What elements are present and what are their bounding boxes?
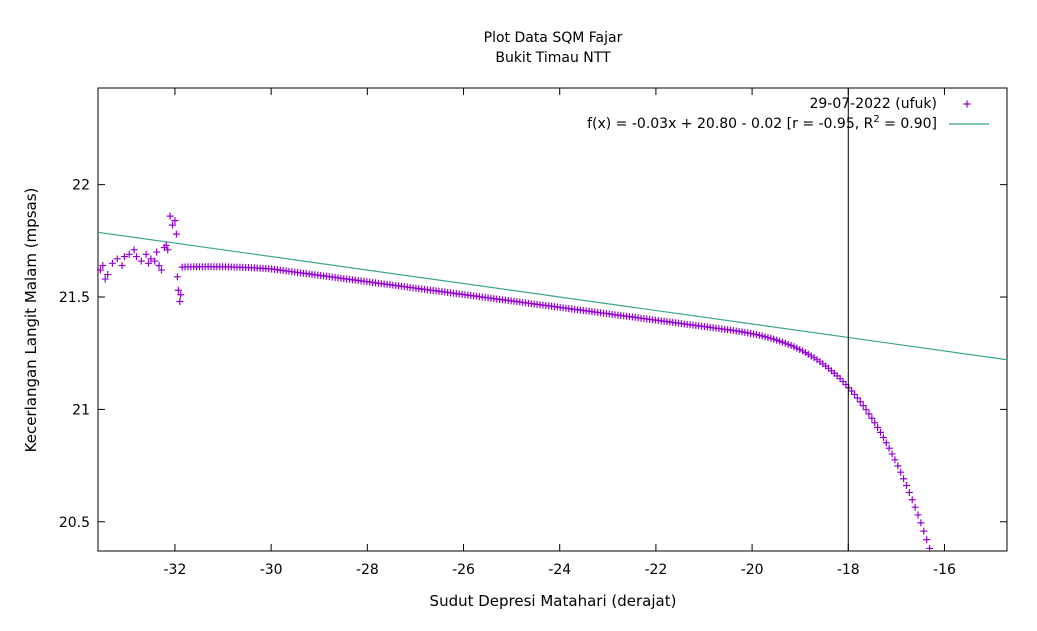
data-point bbox=[911, 503, 919, 511]
data-point bbox=[151, 257, 159, 265]
legend: 29-07-2022 (ufuk) f(x) = -0.03x + 20.80 … bbox=[587, 96, 989, 132]
data-point bbox=[868, 414, 876, 422]
data-point bbox=[120, 253, 128, 261]
chart-subtitle: Bukit Timau NTT bbox=[495, 50, 611, 66]
data-point bbox=[914, 511, 922, 519]
data-point bbox=[177, 291, 185, 299]
x-tick-label: -20 bbox=[741, 562, 764, 578]
data-point bbox=[166, 212, 174, 220]
data-point bbox=[174, 286, 182, 294]
data-point bbox=[157, 266, 165, 274]
legend-label-scatter: 29-07-2022 (ufuk) bbox=[809, 96, 937, 112]
data-point bbox=[99, 262, 107, 270]
data-point bbox=[169, 221, 177, 229]
data-point bbox=[905, 488, 913, 496]
y-axis-ticks: 20.5 21 21.5 22 bbox=[59, 178, 1007, 531]
data-point bbox=[908, 496, 916, 504]
y-tick-label: 20.5 bbox=[59, 515, 90, 531]
data-point bbox=[171, 217, 179, 225]
data-point bbox=[888, 450, 896, 458]
data-point bbox=[851, 390, 859, 398]
data-point bbox=[900, 475, 908, 483]
data-point bbox=[108, 259, 116, 267]
plot-frame bbox=[97, 87, 1008, 552]
data-point bbox=[917, 519, 925, 527]
data-point bbox=[859, 402, 867, 410]
data-point bbox=[923, 536, 931, 544]
data-point bbox=[104, 271, 112, 279]
chart-title: Plot Data SQM Fajar bbox=[484, 30, 623, 46]
y-tick-label: 21 bbox=[72, 402, 90, 418]
legend-marker-scatter bbox=[963, 100, 971, 108]
data-point bbox=[113, 255, 121, 263]
data-point bbox=[902, 481, 910, 489]
fit-line-layer bbox=[97, 231, 1008, 361]
data-point bbox=[125, 250, 133, 258]
data-point bbox=[891, 456, 899, 464]
data-point bbox=[856, 398, 864, 406]
data-point bbox=[162, 241, 170, 249]
legend-label-fit: f(x) = -0.03x + 20.80 - 0.02 [r = -0.95,… bbox=[587, 114, 937, 132]
y-tick-label: 22 bbox=[72, 178, 90, 194]
data-point bbox=[926, 544, 934, 552]
x-tick-label: -26 bbox=[452, 562, 475, 578]
data-point bbox=[865, 410, 873, 418]
data-point bbox=[871, 419, 879, 427]
data-point bbox=[142, 250, 150, 258]
x-tick-label: -22 bbox=[644, 562, 667, 578]
data-point bbox=[101, 275, 109, 283]
x-tick-label: -16 bbox=[933, 562, 956, 578]
data-point bbox=[879, 433, 887, 441]
x-tick-label: -18 bbox=[837, 562, 860, 578]
x-axis-label: Sudut Depresi Matahari (derajat) bbox=[430, 592, 677, 610]
data-point bbox=[885, 444, 893, 452]
fit-line bbox=[97, 231, 1008, 361]
data-point bbox=[153, 248, 161, 256]
scatter-points bbox=[96, 212, 934, 552]
data-point bbox=[118, 262, 126, 270]
x-tick-label: -30 bbox=[260, 562, 283, 578]
y-tick-label: 21.5 bbox=[59, 290, 90, 306]
data-point bbox=[172, 230, 180, 238]
data-point bbox=[874, 424, 882, 432]
data-point bbox=[132, 253, 140, 261]
data-point bbox=[877, 428, 885, 436]
data-point bbox=[882, 439, 890, 447]
data-point bbox=[130, 246, 138, 254]
data-point bbox=[897, 468, 905, 476]
legend-fit-tail: = 0.90] bbox=[880, 116, 937, 132]
legend-fit-sup: 2 bbox=[873, 114, 879, 125]
data-point bbox=[96, 266, 104, 274]
data-point bbox=[173, 273, 181, 281]
x-axis-ticks: -32 -30 -28 -26 -24 -22 -20 -18 -16 bbox=[164, 88, 956, 578]
data-point bbox=[894, 462, 902, 470]
data-point bbox=[862, 406, 870, 414]
x-tick-label: -32 bbox=[164, 562, 187, 578]
legend-plus bbox=[963, 100, 971, 108]
data-point bbox=[145, 259, 152, 267]
y-axis-label: Kecerlangan Langit Malam (mpsas) bbox=[22, 188, 40, 453]
data-point bbox=[147, 255, 155, 263]
data-point bbox=[176, 298, 184, 306]
legend-fit-main: f(x) = -0.03x + 20.80 - 0.02 [r = -0.95,… bbox=[587, 116, 874, 132]
data-point bbox=[137, 257, 145, 265]
data-point bbox=[164, 246, 172, 254]
x-tick-label: -24 bbox=[548, 562, 571, 578]
data-point bbox=[853, 394, 861, 402]
data-point bbox=[155, 262, 163, 270]
x-tick-label: -28 bbox=[356, 562, 379, 578]
data-point bbox=[920, 527, 928, 535]
